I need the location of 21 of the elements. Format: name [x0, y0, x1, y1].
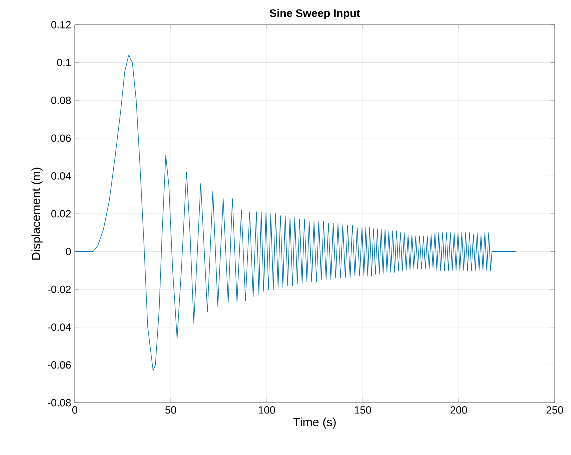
x-tick-label: 0 [72, 406, 78, 414]
line-series [75, 54, 516, 372]
y-tick-label: 0.12 [52, 21, 71, 29]
y-tick-label: 0.1 [57, 59, 71, 66]
y-tick-label: 0.02 [52, 210, 71, 218]
y-tick-label: 0 [66, 248, 72, 256]
x-tick-label: 250 [546, 406, 564, 414]
y-tick-label: -0.02 [48, 286, 71, 294]
y-tick-label: 0.04 [52, 172, 72, 180]
x-tick-label: 150 [355, 406, 372, 414]
y-tick-label: 0.06 [52, 134, 72, 142]
y-tick-label: -0.04 [48, 324, 72, 332]
y-tick-label: -0.06 [48, 361, 72, 369]
x-axis-title: Time (s) [294, 418, 336, 429]
x-tick-label: 100 [259, 406, 276, 414]
chart-title: Sine Sweep Input [270, 9, 360, 20]
x-tick-label: 50 [166, 406, 176, 414]
y-tick-label: 0.08 [52, 96, 72, 104]
y-tick-label: -0.08 [48, 399, 72, 407]
y-axis-title: Displacement (m) [32, 168, 43, 260]
x-tick-label: 200 [450, 406, 468, 414]
